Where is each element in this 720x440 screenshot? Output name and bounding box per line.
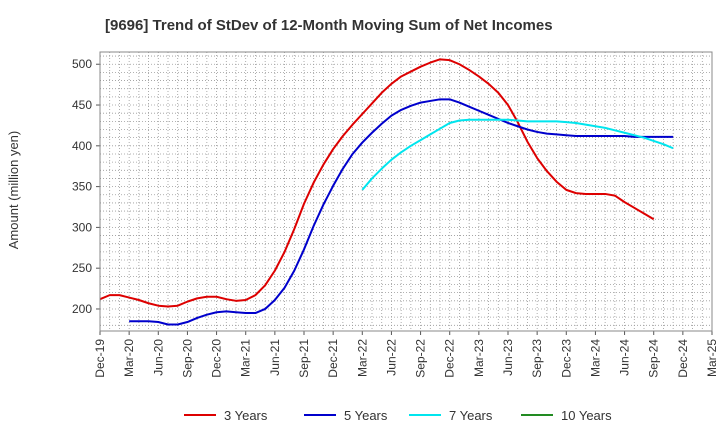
x-tick-label: Sep-24: [647, 339, 661, 378]
y-tick-label: 200: [72, 302, 92, 316]
grid-lines: [100, 52, 712, 331]
y-tick-label: 250: [72, 261, 92, 275]
legend-label: 3 Years: [224, 408, 268, 423]
legend-label: 7 Years: [449, 408, 493, 423]
y-axis-label: Amount (million yen): [6, 131, 21, 250]
series-line-3-years: [99, 58, 655, 308]
x-tick-label: Jun-22: [384, 339, 398, 376]
legend-label: 5 Years: [344, 408, 388, 423]
x-tick-label: Dec-19: [93, 339, 107, 378]
x-tick-label: Jun-24: [618, 339, 632, 376]
x-tick-label: Sep-22: [414, 339, 428, 378]
x-tick-label: Mar-24: [588, 339, 602, 377]
x-tick-label: Mar-21: [239, 339, 253, 377]
y-tick-label: 300: [72, 220, 92, 234]
x-tick-labels: Dec-19 Mar-20 Jun-20 Sep-20 Dec-20 Mar-21 Jun-…: [93, 331, 719, 378]
y-tick-label: 450: [72, 98, 92, 112]
x-tick-label: Jun-21: [268, 339, 282, 376]
x-tick-label: Mar-25: [705, 339, 719, 377]
x-tick-label: Dec-20: [210, 339, 224, 378]
x-tick-label: Mar-22: [355, 339, 369, 377]
x-tick-label: Jun-23: [501, 339, 515, 376]
chart-title: [9696] Trend of StDev of 12-Month Moving…: [105, 17, 553, 34]
y-tick-label: 400: [72, 139, 92, 153]
x-tick-label: Dec-21: [326, 339, 340, 378]
y-tick-label: 500: [72, 57, 92, 71]
series-line-7-years: [361, 118, 674, 191]
x-tick-label: Dec-22: [443, 339, 457, 378]
y-tick-label: 350: [72, 180, 92, 194]
plot-frame: [99, 51, 713, 332]
x-tick-label: Sep-21: [297, 339, 311, 378]
legend-label: 10 Years: [561, 408, 612, 423]
x-tick-label: Dec-24: [676, 339, 690, 378]
x-tick-label: Dec-23: [559, 339, 573, 378]
x-tick-label: Jun-20: [151, 339, 165, 376]
x-tick-label: Sep-20: [180, 339, 194, 378]
series-line-5-years: [129, 98, 674, 326]
y-tick-labels: 200 250 300 350 400 450 500: [72, 57, 100, 316]
x-tick-label: Mar-23: [472, 339, 486, 377]
legend: 3 Years 5 Years 7 Years 10 Years: [184, 408, 612, 423]
series-lines: [99, 58, 674, 326]
x-tick-label: Mar-20: [122, 339, 136, 377]
x-tick-label: Sep-23: [530, 339, 544, 378]
